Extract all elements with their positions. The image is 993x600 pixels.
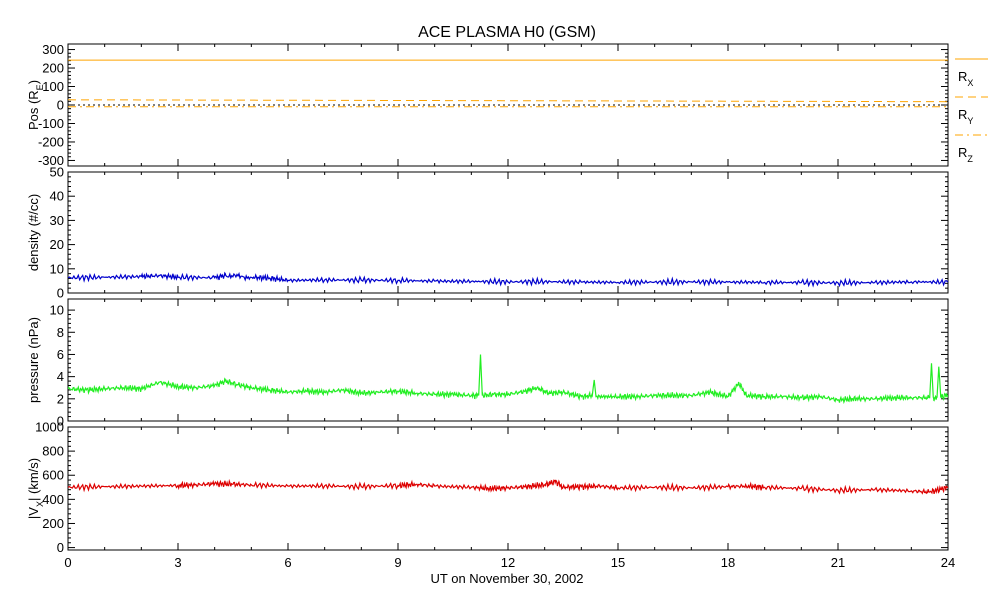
y-axis-title-velocity: |VX| (km/s)	[26, 458, 45, 519]
y-tick-label: -200	[38, 134, 64, 149]
y-tick-label: 50	[50, 165, 64, 180]
y-tick-label: 200	[42, 61, 64, 76]
panel-velocity: 0 200 400 600 800 1000 |VX| (km/s)	[26, 420, 949, 555]
series-line-pressure-0	[68, 354, 948, 405]
x-tick-label: 18	[721, 555, 735, 570]
series-line-density-0	[68, 271, 948, 288]
x-axis-title: UT on November 30, 2002	[431, 571, 584, 586]
series-line-position-y	[68, 99, 948, 103]
x-tick-label: 3	[174, 555, 181, 570]
y-tick-label: -100	[38, 116, 64, 131]
x-tick-label: 9	[394, 555, 401, 570]
y-tick-label: 30	[50, 213, 64, 228]
y-tick-label: 20	[50, 237, 64, 252]
x-tick-label: 21	[831, 555, 845, 570]
y-tick-label: 10	[50, 261, 64, 276]
panel-frame	[67, 298, 949, 422]
legend-label-x: RX	[958, 69, 973, 88]
series-line-velocity-0	[68, 478, 948, 495]
panel-position: 300 200 100 0 -100 -200 -300 Pos (RE)	[26, 42, 949, 168]
legend-label-z: RZ	[958, 145, 973, 164]
y-tick-label: -300	[38, 153, 64, 168]
y-tick-label: 100	[42, 79, 64, 94]
y-tick-label: 6	[57, 347, 64, 362]
x-tick-label: 12	[501, 555, 515, 570]
y-tick-label: 0	[57, 540, 64, 555]
legend-label-y: RY	[958, 107, 973, 126]
y-tick-label: 300	[42, 42, 64, 57]
x-tick-label: 0	[64, 555, 71, 570]
x-tick-label: 15	[611, 555, 625, 570]
y-tick-label: 4	[57, 369, 64, 384]
y-tick-label: 200	[42, 516, 64, 531]
y-axis-title-position: Pos (RE)	[26, 80, 45, 130]
chart-title: ACE PLASMA H0 (GSM)	[418, 24, 596, 41]
panel-pressure: 0 2 4 6 8 10 pressure (nPa)	[26, 298, 949, 429]
y-axis-title-density: density (#/cc)	[26, 194, 41, 271]
y-tick-label: 800	[42, 444, 64, 459]
legend: RX RY RZ	[955, 58, 988, 164]
y-tick-label: 0	[57, 98, 64, 113]
y-tick-label: 10	[50, 303, 64, 318]
y-tick-label: 1000	[35, 420, 64, 435]
panel-density: 0 10 20 30 40 50 density (#/cc)	[26, 165, 949, 301]
panel-frame	[67, 171, 949, 294]
x-tick-label: 24	[941, 555, 955, 570]
y-tick-label: 40	[50, 189, 64, 204]
x-tick-label: 6	[284, 555, 291, 570]
y-tick-label: 600	[42, 468, 64, 483]
y-tick-label: 2	[57, 391, 64, 406]
y-tick-label: 0	[57, 286, 64, 301]
y-tick-label: 0	[57, 414, 64, 429]
y-tick-label: 8	[57, 325, 64, 340]
y-tick-label: 400	[42, 492, 64, 507]
y-axis-title-pressure: pressure (nPa)	[26, 317, 41, 403]
